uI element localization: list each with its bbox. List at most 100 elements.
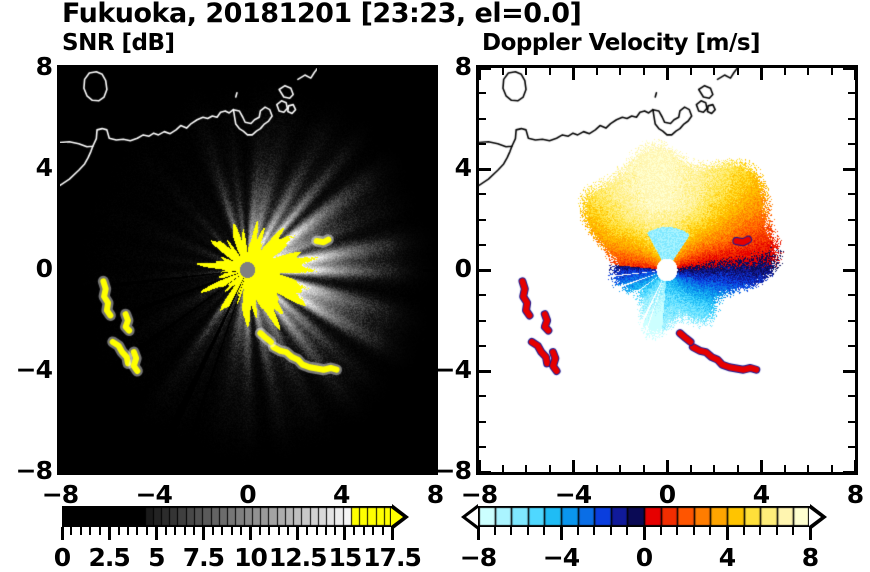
snr-cbtick bbox=[353, 527, 355, 535]
snr-xtick bbox=[411, 465, 413, 472]
snr-cbtick bbox=[343, 527, 346, 540]
doppler-cbtick bbox=[743, 527, 745, 535]
snr-cbtick bbox=[118, 527, 120, 535]
snr-ytick bbox=[60, 219, 67, 221]
snr-cblabel: 15 bbox=[328, 543, 362, 572]
snr-xtick-top bbox=[411, 68, 413, 75]
doppler-cbtick bbox=[643, 527, 646, 540]
doppler-cblabel: 8 bbox=[801, 543, 819, 572]
doppler-xtick-top bbox=[760, 68, 763, 80]
doppler-xaxis-label: −4 bbox=[554, 480, 592, 509]
snr-ytick-right bbox=[428, 395, 435, 397]
snr-cbtick bbox=[363, 527, 365, 535]
snr-plot-area[interactable] bbox=[60, 68, 435, 472]
snr-cbtick bbox=[296, 527, 299, 540]
doppler-cbtick bbox=[560, 527, 563, 540]
snr-cbtick bbox=[278, 527, 280, 535]
doppler-plot-area[interactable] bbox=[479, 68, 855, 472]
snr-xtick bbox=[82, 465, 84, 472]
doppler-xtick bbox=[596, 465, 598, 472]
snr-ytick bbox=[60, 471, 72, 474]
doppler-xtick bbox=[760, 460, 763, 472]
snr-cbtick bbox=[80, 527, 82, 535]
doppler-cblabel: −4 bbox=[542, 543, 580, 572]
snr-ytick bbox=[60, 370, 72, 373]
doppler-ytick bbox=[479, 67, 491, 70]
doppler-xtick bbox=[525, 465, 527, 472]
snr-cbtick bbox=[146, 527, 148, 535]
doppler-yaxis-label: −4 bbox=[434, 355, 472, 384]
snr-ytick-right bbox=[423, 67, 435, 70]
doppler-yaxis-label: 8 bbox=[454, 52, 472, 81]
doppler-xtick-top bbox=[643, 68, 645, 75]
snr-cbtick bbox=[231, 527, 233, 535]
snr-ytick bbox=[60, 193, 67, 195]
doppler-colorbar-over-arrow bbox=[809, 507, 821, 526]
snr-colorbar[interactable] bbox=[62, 506, 392, 527]
snr-ytick-right bbox=[428, 92, 435, 94]
doppler-xtick-top bbox=[478, 68, 481, 80]
doppler-cbtick bbox=[809, 527, 812, 540]
snr-ytick bbox=[60, 92, 67, 94]
doppler-ytick-right bbox=[848, 143, 855, 145]
snr-xtick bbox=[293, 465, 295, 472]
snr-cbtick bbox=[108, 527, 111, 540]
doppler-xtick bbox=[690, 465, 692, 472]
doppler-cbtick bbox=[527, 527, 529, 535]
doppler-cbtick bbox=[660, 527, 662, 535]
snr-ytick bbox=[60, 294, 67, 296]
snr-ytick-right bbox=[428, 118, 435, 120]
doppler-ytick-right bbox=[848, 395, 855, 397]
doppler-xtick-top bbox=[549, 68, 551, 75]
snr-ytick-right bbox=[428, 320, 435, 322]
snr-xtick bbox=[340, 460, 343, 472]
snr-xtick bbox=[200, 465, 202, 472]
snr-ytick-right bbox=[428, 219, 435, 221]
snr-cbtick bbox=[184, 527, 186, 535]
doppler-cblabel: −8 bbox=[459, 543, 497, 572]
snr-ytick-right bbox=[428, 193, 435, 195]
doppler-ytick-right bbox=[848, 446, 855, 448]
snr-yaxis-label: 8 bbox=[35, 52, 53, 81]
doppler-xaxis-label: 8 bbox=[846, 480, 864, 509]
snr-ytick bbox=[60, 395, 67, 397]
doppler-ytick-right bbox=[848, 345, 855, 347]
doppler-ytick bbox=[479, 471, 491, 474]
doppler-colorbar[interactable] bbox=[478, 506, 810, 527]
doppler-cbtick bbox=[726, 527, 729, 540]
snr-xtick-top bbox=[106, 68, 108, 75]
snr-ytick-right bbox=[423, 471, 435, 474]
snr-cblabel: 5 bbox=[148, 543, 165, 572]
doppler-ytick-right bbox=[848, 294, 855, 296]
snr-ytick bbox=[60, 269, 72, 272]
doppler-yaxis-label: 0 bbox=[454, 254, 472, 283]
doppler-ytick-right bbox=[843, 269, 855, 272]
snr-xtick-top bbox=[364, 68, 366, 75]
left-panel-subtitle: SNR [dB] bbox=[62, 30, 175, 56]
doppler-xtick bbox=[478, 460, 481, 472]
doppler-ytick bbox=[479, 269, 491, 272]
doppler-ytick bbox=[479, 320, 486, 322]
snr-yaxis-label: −4 bbox=[15, 355, 53, 384]
snr-cbtick bbox=[316, 527, 318, 535]
snr-cbtick bbox=[268, 527, 270, 535]
doppler-xtick-top bbox=[713, 68, 715, 75]
snr-xtick-top bbox=[246, 68, 249, 80]
doppler-cbtick bbox=[494, 527, 496, 535]
snr-cbtick bbox=[325, 527, 327, 535]
snr-xtick-top bbox=[176, 68, 178, 75]
snr-cbtick bbox=[174, 527, 176, 535]
doppler-colorbar-under-arrow bbox=[466, 507, 478, 526]
snr-ytick-right bbox=[428, 244, 435, 246]
snr-cbtick bbox=[372, 527, 374, 535]
doppler-ytick-right bbox=[843, 471, 855, 474]
snr-cblabel: 2.5 bbox=[88, 543, 130, 572]
snr-xtick bbox=[152, 460, 155, 472]
snr-cbtick bbox=[249, 527, 252, 540]
doppler-xaxis-label: 4 bbox=[752, 480, 770, 509]
snr-cbtick bbox=[391, 527, 394, 540]
doppler-ytick-right bbox=[848, 421, 855, 423]
doppler-xtick-top bbox=[502, 68, 504, 75]
doppler-ytick bbox=[479, 92, 486, 94]
snr-xtick-top bbox=[129, 68, 131, 75]
